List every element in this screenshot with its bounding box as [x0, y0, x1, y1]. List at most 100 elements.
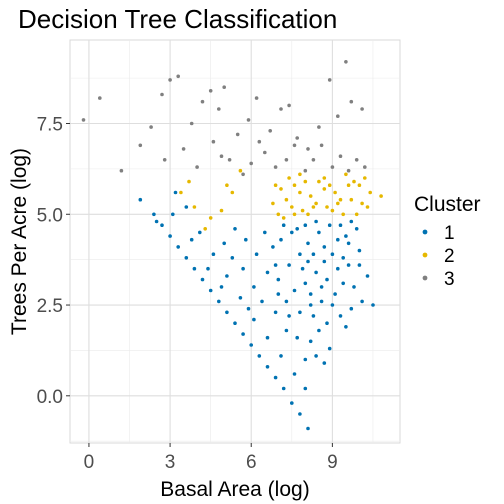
data-point-cluster-3	[303, 168, 308, 173]
data-point-cluster-1	[254, 252, 259, 256]
data-point-cluster-1	[330, 303, 335, 307]
data-point-cluster-3	[227, 158, 232, 162]
data-point-cluster-3	[360, 107, 364, 111]
legend-label-cluster-3: 3	[444, 269, 455, 290]
data-point-cluster-3	[338, 154, 343, 158]
data-point-cluster-1	[306, 426, 310, 431]
data-point-cluster-1	[152, 212, 156, 217]
y-axis-ticks: 0.0 2.5 5.0 7.5	[37, 115, 70, 408]
data-point-cluster-3	[235, 132, 240, 137]
data-point-cluster-2	[192, 205, 197, 209]
data-point-cluster-1	[273, 310, 278, 315]
data-point-cluster-3	[246, 118, 251, 122]
data-point-cluster-3	[119, 168, 124, 173]
x-axis-ticks: 0 3 6 9	[84, 443, 338, 473]
data-point-cluster-1	[211, 252, 216, 256]
data-point-cluster-3	[327, 78, 332, 82]
data-point-cluster-1	[311, 252, 316, 256]
data-point-cluster-1	[338, 223, 343, 227]
data-point-cluster-1	[303, 386, 308, 391]
data-point-cluster-1	[349, 306, 354, 311]
data-point-cluster-1	[371, 303, 375, 307]
data-point-cluster-1	[276, 292, 281, 296]
data-point-cluster-1	[319, 285, 324, 289]
data-point-cluster-3	[176, 74, 180, 79]
data-point-cluster-2	[365, 205, 370, 209]
data-point-cluster-3	[195, 165, 199, 169]
data-point-cluster-1	[308, 292, 313, 296]
data-point-cluster-3	[162, 158, 167, 162]
data-point-cluster-1	[290, 230, 294, 235]
data-point-cluster-3	[336, 114, 340, 118]
data-point-cluster-2	[298, 172, 302, 177]
data-point-cluster-2	[238, 168, 243, 173]
data-point-cluster-1	[314, 270, 318, 275]
data-point-cluster-2	[279, 187, 283, 191]
data-point-cluster-1	[298, 310, 302, 315]
data-point-cluster-2	[314, 201, 318, 206]
data-point-cluster-2	[311, 205, 316, 209]
data-point-cluster-2	[284, 197, 289, 202]
data-point-cluster-3	[263, 150, 267, 155]
data-point-cluster-1	[327, 346, 332, 351]
data-point-cluster-1	[349, 219, 354, 224]
data-point-cluster-1	[198, 230, 202, 235]
data-point-cluster-2	[290, 205, 294, 209]
data-point-cluster-1	[295, 227, 300, 231]
data-point-cluster-1	[322, 245, 327, 249]
data-point-cluster-1	[303, 223, 308, 227]
data-point-cluster-1	[244, 237, 248, 242]
data-point-cluster-1	[246, 306, 251, 311]
data-point-cluster-3	[241, 172, 245, 177]
data-point-cluster-1	[241, 266, 245, 271]
data-point-cluster-1	[160, 223, 164, 227]
data-point-cluster-1	[238, 296, 243, 300]
data-point-cluster-1	[222, 241, 226, 246]
data-point-cluster-3	[311, 158, 316, 162]
data-point-cluster-3	[306, 147, 310, 151]
data-point-cluster-1	[357, 263, 362, 267]
data-point-cluster-1	[171, 212, 175, 217]
data-point-cluster-2	[322, 176, 327, 180]
data-point-cluster-3	[181, 147, 186, 151]
data-point-cluster-1	[287, 314, 291, 318]
data-point-cluster-2	[336, 201, 340, 206]
data-point-cluster-1	[279, 237, 283, 242]
data-point-cluster-1	[217, 299, 221, 304]
data-point-cluster-1	[308, 303, 313, 307]
legend-label-cluster-2: 2	[444, 246, 455, 267]
data-point-cluster-1	[287, 263, 291, 267]
data-point-cluster-1	[168, 234, 172, 238]
data-point-cluster-3	[219, 154, 224, 158]
data-point-cluster-2	[225, 183, 229, 187]
data-point-cluster-1	[354, 227, 359, 231]
data-point-cluster-2	[308, 194, 313, 198]
data-point-cluster-1	[336, 237, 340, 242]
legend-items: 123	[422, 223, 455, 290]
data-point-cluster-1	[308, 339, 313, 344]
data-point-cluster-1	[184, 205, 189, 209]
data-point-cluster-1	[252, 285, 256, 289]
data-point-cluster-3	[279, 107, 283, 111]
data-point-cluster-1	[257, 354, 262, 358]
data-point-cluster-2	[333, 190, 337, 195]
data-point-cluster-3	[200, 99, 205, 104]
data-point-cluster-2	[354, 212, 359, 217]
data-point-cluster-3	[81, 118, 86, 122]
data-point-cluster-1	[319, 299, 324, 304]
data-point-cluster-3	[217, 107, 221, 111]
data-point-cluster-2	[281, 216, 286, 220]
data-point-cluster-2	[273, 183, 278, 187]
data-point-cluster-2	[317, 179, 321, 184]
data-point-cluster-2	[303, 179, 308, 184]
data-point-cluster-1	[341, 281, 346, 286]
data-point-cluster-2	[292, 183, 297, 187]
data-point-cluster-1	[346, 263, 351, 267]
data-point-cluster-1	[344, 325, 348, 329]
x-tick-label: 3	[165, 452, 176, 473]
legend-key-cluster-1	[422, 229, 428, 235]
x-tick-label: 6	[246, 452, 257, 473]
data-point-cluster-1	[263, 230, 267, 235]
y-axis-title: Trees Per Acre (log)	[8, 148, 31, 335]
data-point-cluster-3	[273, 165, 278, 169]
